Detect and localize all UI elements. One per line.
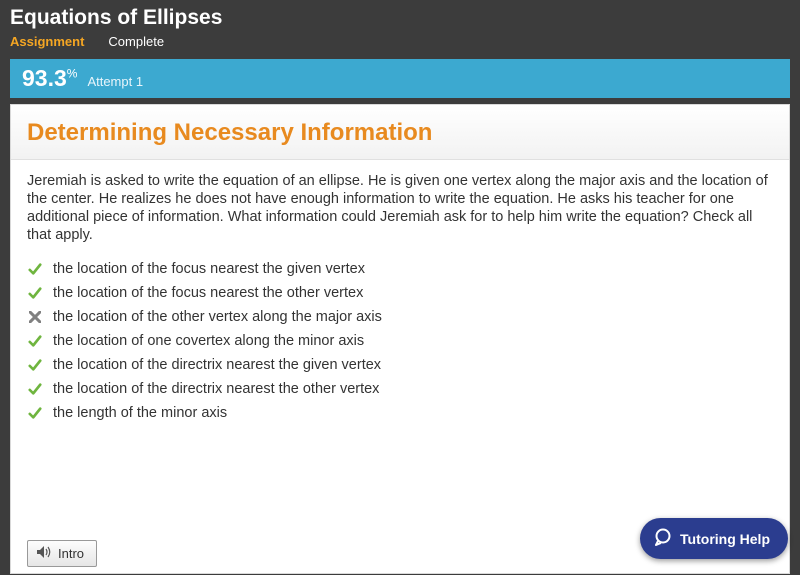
intro-button[interactable]: Intro <box>27 540 97 567</box>
option-text: the location of the other vertex along t… <box>53 309 382 325</box>
section-title: Determining Necessary Information <box>27 119 773 147</box>
option-text: the location of the directrix nearest th… <box>53 381 379 397</box>
option-text: the length of the minor axis <box>53 405 227 421</box>
option-text: the location of one covertex along the m… <box>53 333 364 349</box>
check-icon <box>27 286 43 300</box>
option-row: the location of the other vertex along t… <box>27 305 773 329</box>
check-icon <box>27 382 43 396</box>
question-prompt: Jeremiah is asked to write the equation … <box>11 160 789 253</box>
x-icon <box>27 311 43 323</box>
section-header: Determining Necessary Information <box>11 105 789 160</box>
tutoring-help-button[interactable]: Tutoring Help <box>640 518 788 559</box>
score-number: 93.3 <box>22 65 67 91</box>
check-icon <box>27 358 43 372</box>
check-icon <box>27 262 43 276</box>
score-bar: 93.3% Attempt 1 <box>10 59 790 98</box>
check-icon <box>27 406 43 420</box>
option-row: the location of one covertex along the m… <box>27 329 773 353</box>
option-row: the location of the focus nearest the ot… <box>27 281 773 305</box>
option-row: the length of the minor axis <box>27 401 773 425</box>
check-icon <box>27 334 43 348</box>
speaker-icon <box>36 545 52 562</box>
options-list: the location of the focus nearest the gi… <box>11 253 789 429</box>
score-value: 93.3% <box>22 65 77 92</box>
option-row: the location of the focus nearest the gi… <box>27 257 773 281</box>
percent-symbol: % <box>67 66 78 80</box>
header: Equations of Ellipses Assignment Complet… <box>0 0 800 53</box>
option-row: the location of the directrix nearest th… <box>27 353 773 377</box>
tab-assignment[interactable]: Assignment <box>10 34 84 49</box>
sub-tabs: Assignment Complete <box>10 34 790 49</box>
tab-complete[interactable]: Complete <box>108 34 164 49</box>
option-text: the location of the focus nearest the ot… <box>53 285 363 301</box>
option-text: the location of the focus nearest the gi… <box>53 261 365 277</box>
page-title: Equations of Ellipses <box>10 6 790 30</box>
attempt-label: Attempt 1 <box>87 74 143 89</box>
chat-icon <box>654 528 672 549</box>
option-row: the location of the directrix nearest th… <box>27 377 773 401</box>
tutoring-label: Tutoring Help <box>680 531 770 547</box>
option-text: the location of the directrix nearest th… <box>53 357 381 373</box>
intro-label: Intro <box>58 546 84 561</box>
content-panel: Determining Necessary Information Jeremi… <box>10 104 790 574</box>
